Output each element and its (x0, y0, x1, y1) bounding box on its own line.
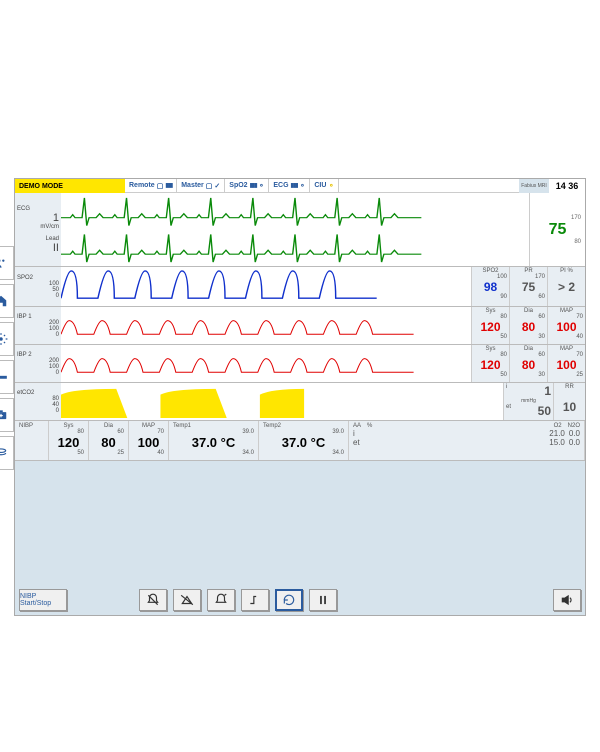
pause-button[interactable] (309, 589, 337, 611)
alarm-silence-button[interactable] (139, 589, 167, 611)
chip-remote[interactable]: Remote▢▮▮▮ (125, 179, 177, 192)
nibp-start-stop-button[interactable]: NIBP Start/Stop (19, 589, 67, 611)
ibp1-row: IBP 1 2001000 Sys8012050 Dia608030 MAP70… (15, 307, 585, 345)
hr-value-box: 170 75 80 (529, 193, 585, 266)
spo2-values: SPO21009890 PR1707560 PI % > 2 (471, 267, 585, 306)
bottom-row: NIBP Sys8012050 Dia608025 MAP7010040 Tem… (15, 421, 585, 461)
toolbar: NIBP Start/Stop (19, 589, 581, 611)
etco2-values: i1 mmHg et50 RR 10 (503, 383, 585, 420)
top-bar: DEMO MODE Remote▢▮▮▮ Master▢✓ SpO2▮▮▮⚬ E… (15, 179, 585, 193)
sidebar-bed[interactable] (0, 360, 14, 394)
fabius-label: Fabius MRI (519, 179, 549, 193)
rotate-button[interactable] (275, 589, 303, 611)
sidebar-case[interactable] (0, 398, 14, 432)
ibp1-values: Sys8012050 Dia608030 MAP7010040 (471, 307, 585, 344)
alarm-off-button[interactable] (173, 589, 201, 611)
spo2-row: SPO2 100500 SPO21009890 PR1707560 PI % >… (15, 267, 585, 307)
spo2-waveform (61, 267, 471, 306)
chip-master[interactable]: Master▢✓ (177, 179, 225, 192)
etco2-waveform (61, 383, 503, 420)
ibp2-values: Sys8012050 Dia608030 MAP7010025 (471, 345, 585, 382)
alarm-setup-button[interactable] (207, 589, 235, 611)
sidebar-settings[interactable] (0, 322, 14, 356)
ecg-waveform (61, 193, 529, 266)
chip-spo2[interactable]: SpO2▮▮▮⚬ (225, 179, 269, 192)
hr-value: 75 (534, 221, 581, 239)
chip-ciu[interactable]: CIU⚬ (310, 179, 339, 192)
freeze-button[interactable] (241, 589, 269, 611)
ibp2-row: IBP 2 2001000 Sys8012050 Dia608030 MAP70… (15, 345, 585, 383)
ecg-row: ECG 1 mV/cm Lead II 170 75 80 (15, 193, 585, 267)
demo-mode-badge: DEMO MODE (15, 179, 125, 193)
etco2-row: etCO2 80400 i1 mmHg et50 RR 10 (15, 383, 585, 421)
ibp2-waveform (61, 345, 471, 382)
sidebar-layers[interactable] (0, 436, 14, 470)
sidebar-user[interactable] (0, 246, 14, 280)
sidebar-home[interactable] (0, 284, 14, 318)
clock: 14 36 (549, 179, 585, 193)
speaker-button[interactable] (553, 589, 581, 611)
ibp1-waveform (61, 307, 471, 344)
chip-ecg[interactable]: ECG▮▮▮⚬ (269, 179, 310, 192)
